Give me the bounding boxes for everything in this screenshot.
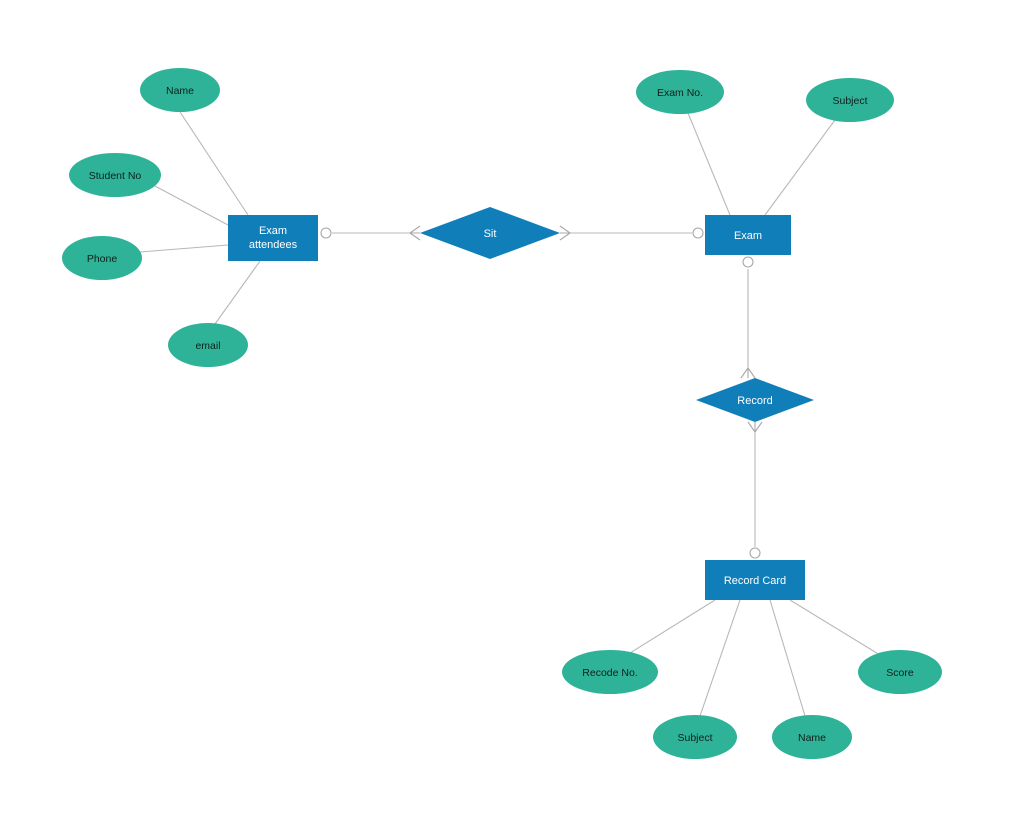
- attr-score-label: Score: [886, 667, 914, 679]
- attr-exam-no: Exam No.: [636, 70, 724, 114]
- attr-exam-no-label: Exam No.: [657, 87, 703, 99]
- relationship-edges: [321, 226, 762, 558]
- attr-phone: Phone: [62, 236, 142, 280]
- attr-name-rc-label: Name: [798, 732, 826, 744]
- entity-exam: Exam: [705, 215, 791, 255]
- attr-email: email: [168, 323, 248, 367]
- entity-exam-attendees: Exam attendees: [228, 215, 318, 261]
- entity-record-card-label: Record Card: [724, 575, 786, 587]
- entity-exam-attendees-label2: attendees: [249, 239, 298, 251]
- attr-subject-exam: Subject: [806, 78, 894, 122]
- attr-subject-exam-label: Subject: [832, 95, 867, 107]
- relationship-sit-label: Sit: [484, 228, 497, 240]
- attr-subject-rc-label: Subject: [677, 732, 712, 744]
- attr-recode-no: Recode No.: [562, 650, 658, 694]
- relationship-sit: Sit: [420, 207, 560, 259]
- attr-email-label: email: [195, 340, 220, 352]
- attr-name-rc: Name: [772, 715, 852, 759]
- entity-exam-attendees-label1: Exam: [259, 225, 287, 237]
- er-diagram-canvas: Name Student No Phone email Exam No. Sub…: [0, 0, 1024, 816]
- attr-student-no-label: Student No: [89, 170, 142, 182]
- attr-score: Score: [858, 650, 942, 694]
- relationship-record: Record: [696, 378, 814, 422]
- attr-recode-no-label: Recode No.: [582, 667, 637, 679]
- attr-name-label: Name: [166, 85, 194, 97]
- entity-record-card: Record Card: [705, 560, 805, 600]
- relationship-record-label: Record: [737, 395, 772, 407]
- attr-student-no: Student No: [69, 153, 161, 197]
- attr-phone-label: Phone: [87, 253, 118, 265]
- entity-exam-label: Exam: [734, 230, 762, 242]
- attr-subject-rc: Subject: [653, 715, 737, 759]
- attr-name: Name: [140, 68, 220, 112]
